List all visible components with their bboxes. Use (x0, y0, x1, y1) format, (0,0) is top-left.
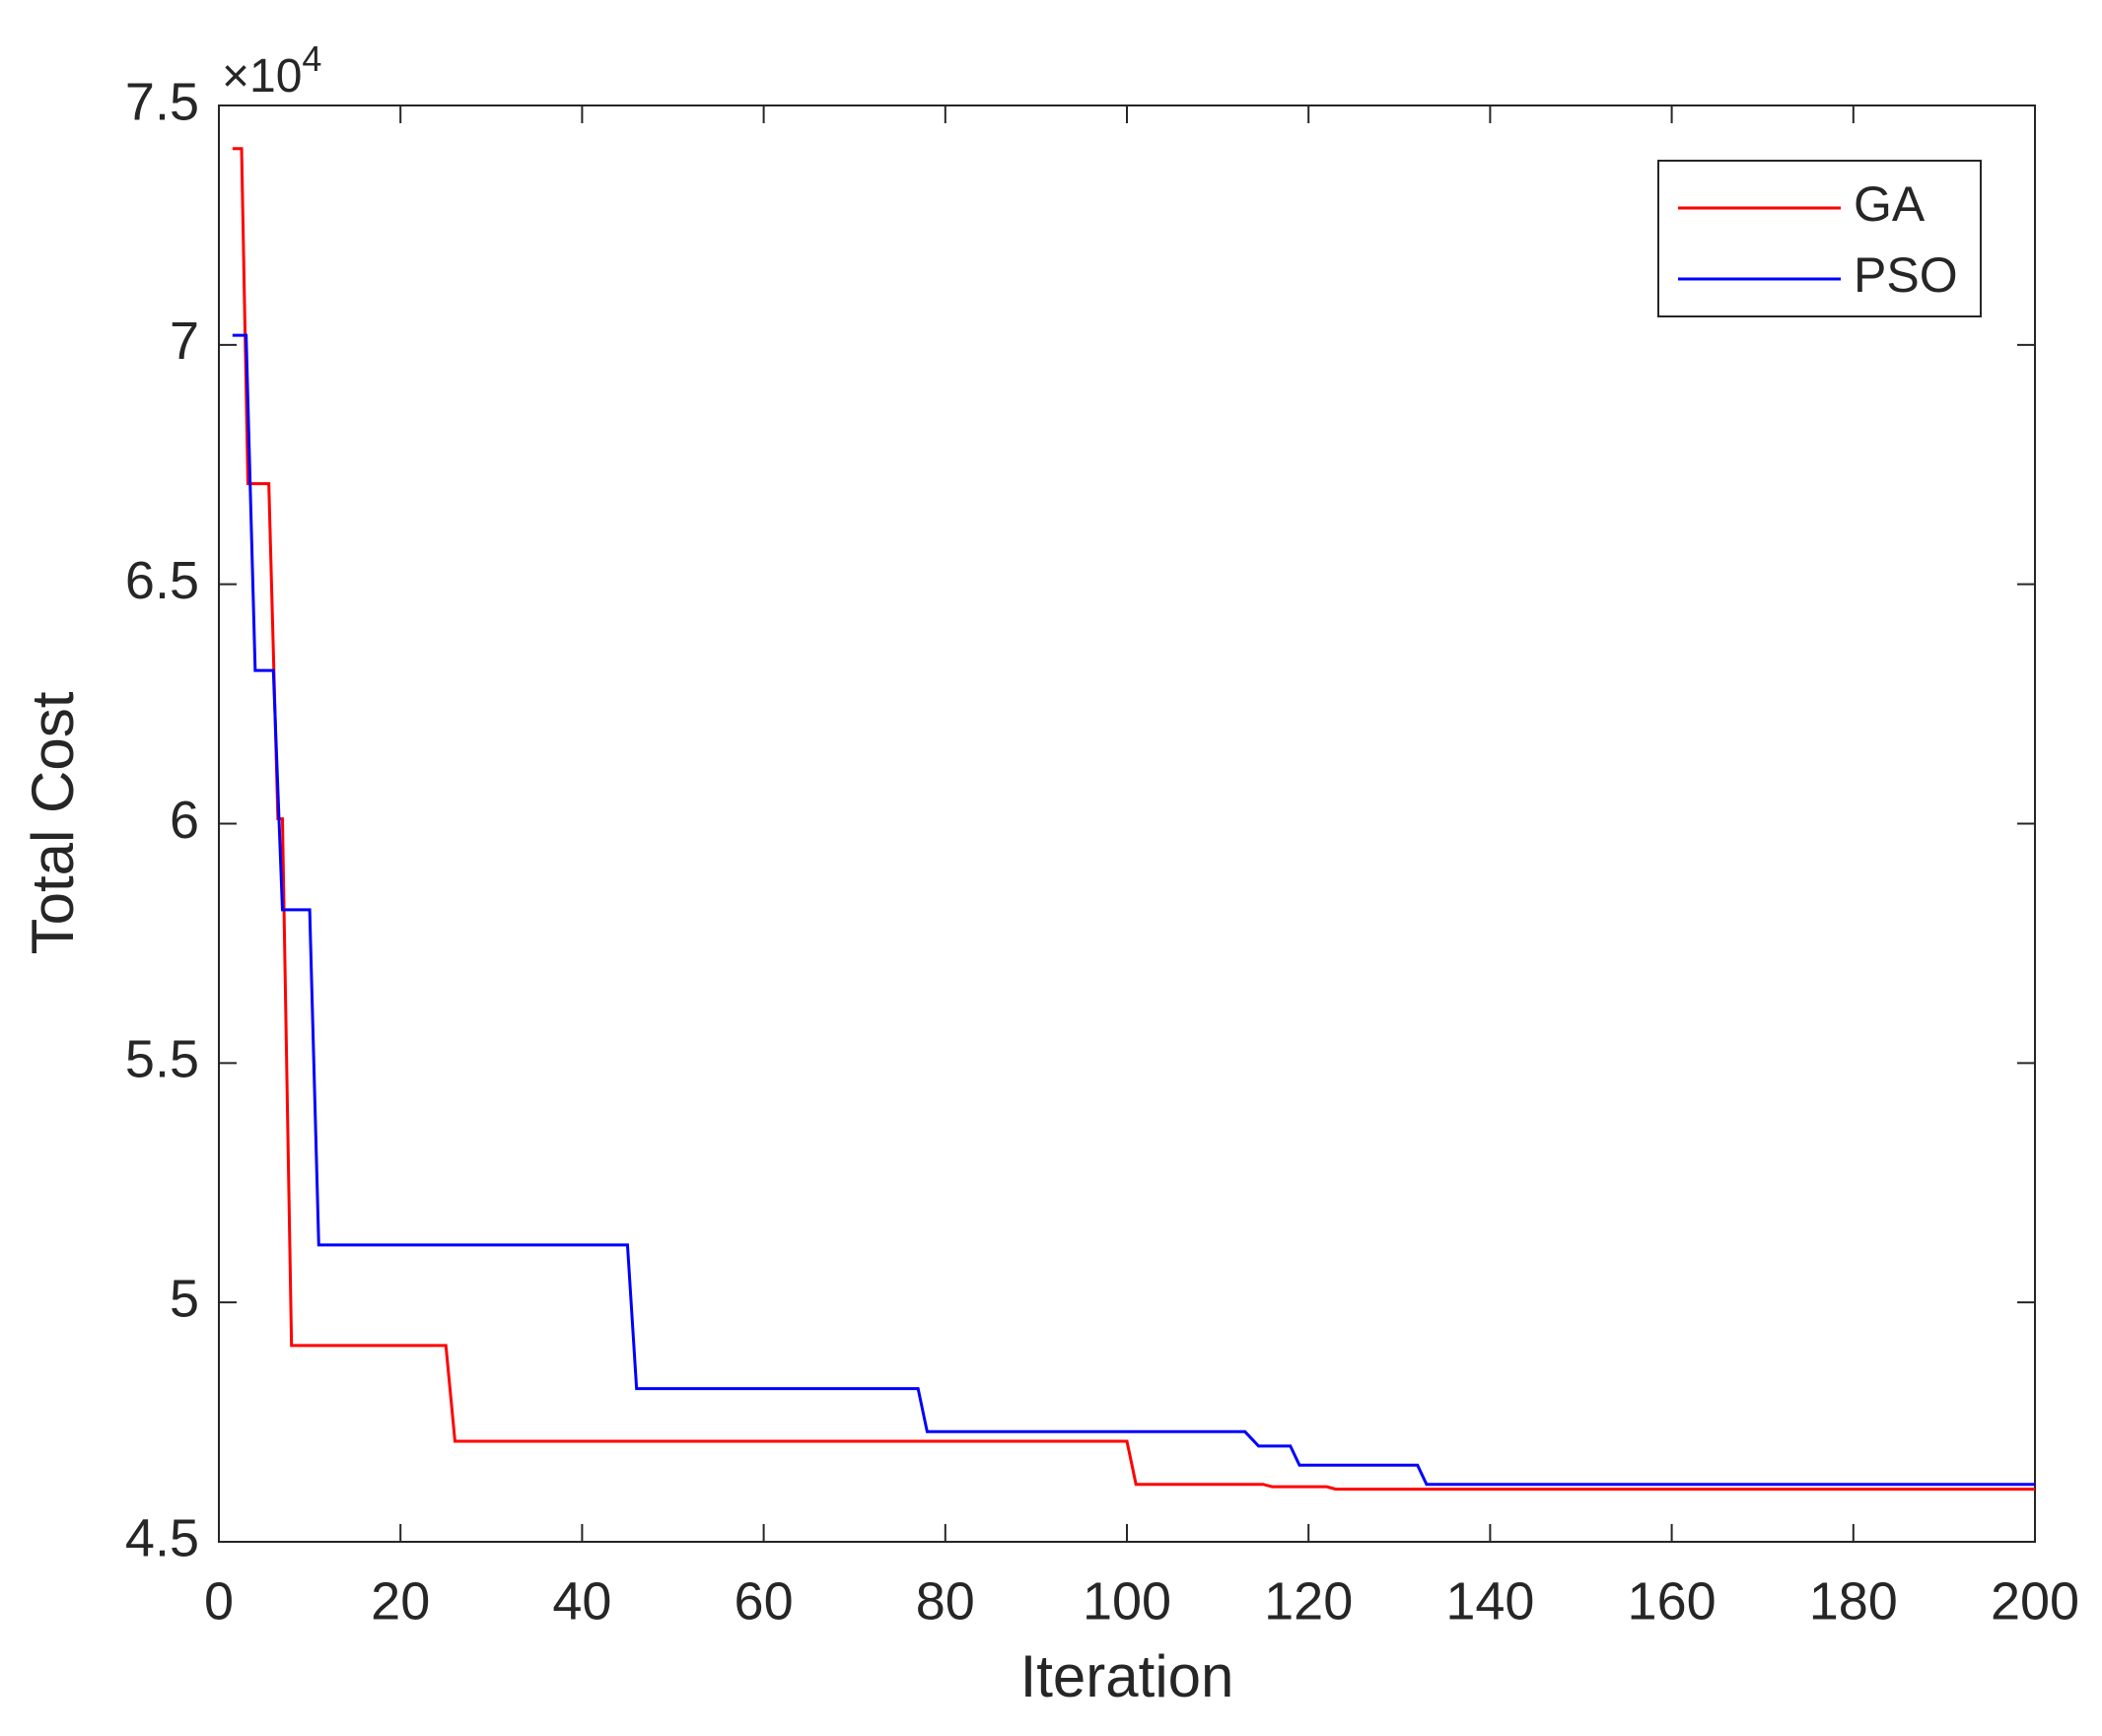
x-axis-label: Iteration (1020, 1643, 1234, 1709)
series-line (232, 147, 2035, 1492)
y-multiplier-exponent: 4 (302, 38, 321, 79)
x-tick-label: 140 (1445, 1571, 1534, 1631)
y-tick-label: 4.5 (125, 1508, 199, 1567)
series-line (232, 333, 2035, 1487)
legend-label: GA (1854, 176, 1926, 232)
y-tick-label: 7 (170, 312, 199, 371)
x-tick-label: 160 (1628, 1571, 1717, 1631)
x-tick-label: 200 (1991, 1571, 2079, 1631)
x-tick-label: 60 (735, 1571, 794, 1631)
x-tick-label: 40 (552, 1571, 611, 1631)
y-tick-label: 6 (170, 791, 199, 850)
x-tick-label: 80 (916, 1571, 975, 1631)
x-tick-label: 180 (1809, 1571, 1898, 1631)
x-tick-label: 120 (1264, 1571, 1353, 1631)
y-multiplier-base: ×10 (222, 50, 302, 103)
x-tick-label: 20 (371, 1571, 430, 1631)
legend-label: PSO (1854, 247, 1958, 303)
y-multiplier: ×104 (222, 38, 321, 103)
y-tick-label: 5.5 (125, 1030, 199, 1089)
x-tick-label: 100 (1083, 1571, 1171, 1631)
y-tick-label: 5 (170, 1269, 199, 1328)
legend-box (1657, 160, 1982, 317)
x-tick-label: 0 (204, 1571, 234, 1631)
y-tick-label: 6.5 (125, 551, 199, 610)
plot-area (218, 104, 2036, 1543)
y-axis-label: Total Cost (20, 691, 86, 954)
y-tick-label: 7.5 (125, 72, 199, 131)
